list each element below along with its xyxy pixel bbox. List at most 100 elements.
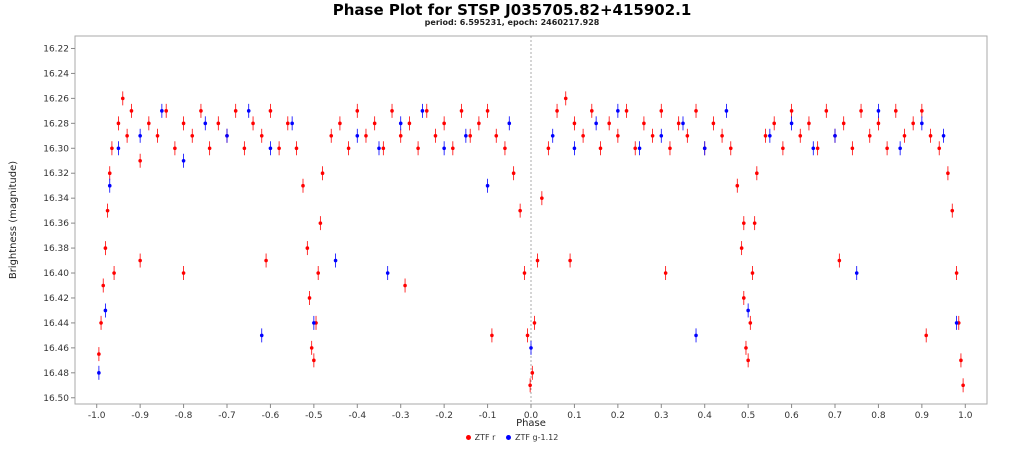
point-ztf-g-1-12 <box>659 133 664 138</box>
point-ztf-r <box>859 109 863 113</box>
point-ztf-r <box>181 121 186 126</box>
point-ztf-r <box>755 171 759 176</box>
point-ztf-r <box>789 109 794 113</box>
x-tick-label: -0.1 <box>479 411 497 421</box>
point-ztf-r <box>398 133 403 138</box>
y-tick-label: 16.44 <box>43 319 69 329</box>
point-ztf-r <box>301 183 305 188</box>
point-ztf-g-1-12 <box>746 308 750 313</box>
legend: ZTF r ZTF g-1.12 <box>0 433 1024 442</box>
point-ztf-r <box>216 121 221 126</box>
point-ztf-g-1-12 <box>616 109 620 113</box>
point-ztf-r <box>598 146 603 151</box>
point-ztf-r <box>572 121 577 126</box>
point-ztf-r <box>459 109 464 113</box>
x-tick-label: -1.0 <box>88 411 106 421</box>
point-ztf-r <box>433 133 438 138</box>
point-ztf-r <box>676 121 681 126</box>
point-ztf-g-1-12 <box>485 183 490 188</box>
point-ztf-r <box>518 208 522 213</box>
y-tick-label: 16.46 <box>43 344 69 354</box>
y-tick-label: 16.24 <box>43 69 69 79</box>
point-ztf-r <box>781 146 785 151</box>
point-ztf-r <box>711 121 716 126</box>
x-tick-label: -0.3 <box>392 411 410 421</box>
point-ztf-r <box>748 321 753 325</box>
point-ztf-r <box>164 109 168 113</box>
point-ztf-g-1-12 <box>225 133 229 138</box>
point-ztf-g-1-12 <box>103 308 108 313</box>
point-ztf-r <box>525 333 530 338</box>
x-axis-label: Phase <box>516 418 546 429</box>
y-tick-label: 16.40 <box>43 269 69 279</box>
point-ztf-g-1-12 <box>420 109 425 113</box>
point-ztf-r <box>694 109 698 113</box>
point-ztf-r <box>742 296 746 300</box>
y-axis-ticks: 16.22 16.24 16.26 16.28 16.30 16.32 16.34 16.36… <box>43 44 75 404</box>
x-tick-label: 0.9 <box>915 411 930 421</box>
y-tick-label: 16.36 <box>43 219 69 229</box>
point-ztf-r <box>650 133 655 138</box>
point-ztf-r <box>807 121 811 126</box>
point-ztf-r <box>642 121 646 126</box>
point-ztf-r <box>312 358 316 363</box>
point-ztf-g-1-12 <box>833 133 837 138</box>
point-ztf-r <box>841 121 846 126</box>
x-tick-label: -0.8 <box>175 411 193 421</box>
point-ztf-r <box>720 133 724 138</box>
point-ztf-g-1-12 <box>398 121 403 126</box>
point-ztf-r <box>867 133 872 138</box>
point-ztf-r <box>961 383 965 388</box>
x-tick-label: 1.0 <box>958 411 973 421</box>
x-tick-label: 0.2 <box>611 411 625 421</box>
x-tick-label: 0.5 <box>741 411 755 421</box>
point-ztf-g-1-12 <box>550 133 555 138</box>
point-ztf-g-1-12 <box>268 146 273 151</box>
point-ztf-g-1-12 <box>290 121 294 126</box>
point-ztf-g-1-12 <box>181 158 186 163</box>
point-ztf-r <box>485 109 490 113</box>
point-ztf-r <box>268 109 273 113</box>
point-ztf-g-1-12 <box>507 121 512 126</box>
point-ztf-r <box>116 121 121 126</box>
point-ztf-r <box>346 146 351 151</box>
point-ztf-g-1-12 <box>941 133 946 138</box>
point-ztf-r <box>138 258 142 263</box>
y-tick-label: 16.42 <box>43 294 69 304</box>
point-ztf-r <box>105 208 110 213</box>
point-ztf-r <box>954 271 959 275</box>
point-ztf-r <box>824 109 829 113</box>
point-ztf-r <box>746 358 750 363</box>
point-ztf-r <box>103 246 108 250</box>
point-ztf-g-1-12 <box>246 109 251 113</box>
y-tick-label: 16.32 <box>43 169 69 179</box>
point-ztf-r <box>477 121 481 126</box>
y-tick-label: 16.50 <box>43 394 69 404</box>
point-ztf-r <box>902 133 907 138</box>
point-ztf-g-1-12 <box>138 133 142 138</box>
point-ztf-r <box>581 133 585 138</box>
legend-marker-blue <box>506 435 512 440</box>
point-ztf-g-1-12 <box>898 146 902 151</box>
y-tick-label: 16.28 <box>43 119 69 129</box>
point-ztf-r <box>259 133 264 138</box>
point-ztf-r <box>199 109 203 113</box>
point-ztf-g-1-12 <box>694 333 698 338</box>
point-ztf-r <box>535 258 540 263</box>
point-ztf-r <box>924 333 928 338</box>
point-ztf-r <box>633 146 638 151</box>
point-ztf-r <box>920 109 924 113</box>
point-ztf-r <box>125 133 129 138</box>
point-ztf-r <box>607 121 611 126</box>
point-ztf-r <box>329 133 334 138</box>
point-ztf-g-1-12 <box>312 321 316 325</box>
legend-label: ZTF r <box>474 433 496 442</box>
point-ztf-r <box>555 109 559 113</box>
point-ztf-r <box>155 133 160 138</box>
point-ztf-r <box>316 271 321 275</box>
point-ztf-g-1-12 <box>333 258 338 263</box>
point-ztf-r <box>242 146 247 151</box>
point-ztf-r <box>451 146 455 151</box>
point-ztf-g-1-12 <box>920 121 924 126</box>
point-ztf-r <box>147 121 151 126</box>
